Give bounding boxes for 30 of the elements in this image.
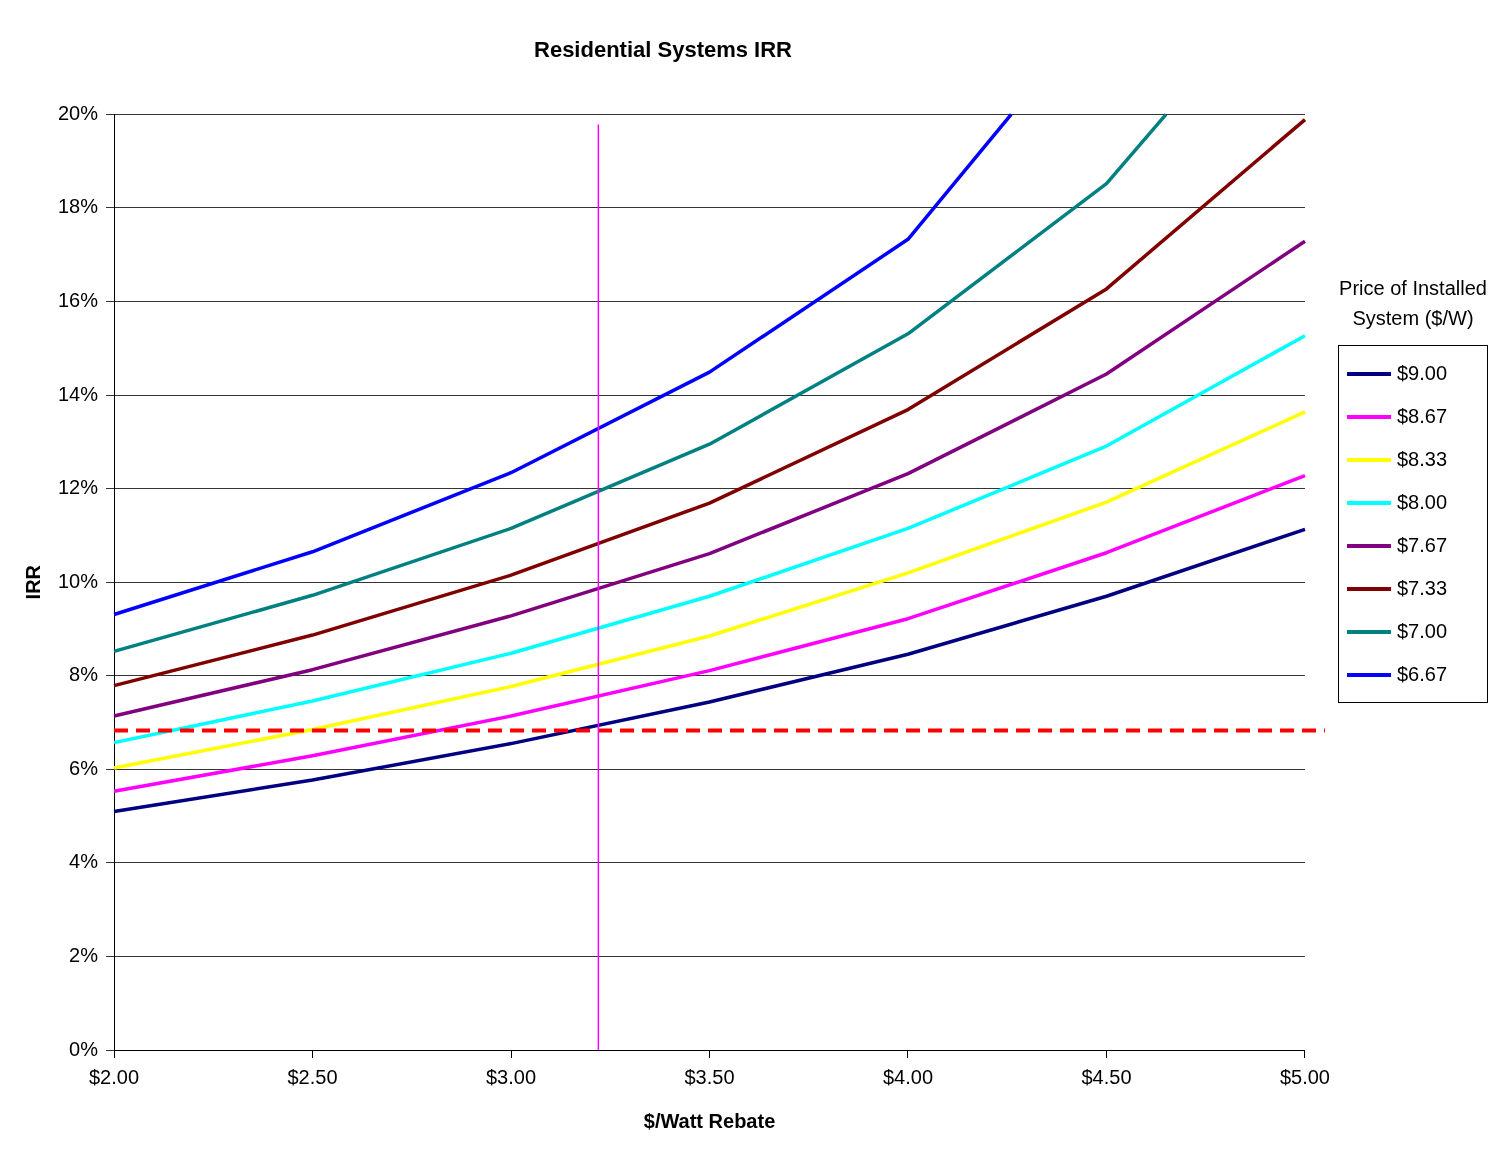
x-tick-label: $2.50 xyxy=(287,1065,338,1088)
x-tick-label: $2.00 xyxy=(89,1065,140,1088)
y-tick-label: 0% xyxy=(69,1037,99,1060)
y-tick-label: 4% xyxy=(69,850,99,873)
x-tick-label: $4.50 xyxy=(1081,1065,1132,1088)
x-tick-label: $4.00 xyxy=(882,1065,934,1088)
x-tick-label: $3.00 xyxy=(485,1065,537,1088)
y-tick-label: 16% xyxy=(58,289,99,312)
legend-label: $8.33 xyxy=(1397,448,1448,471)
x-tick-label: $3.50 xyxy=(684,1065,735,1088)
y-tick-label: 12% xyxy=(58,476,99,499)
legend-label: $7.00 xyxy=(1397,620,1448,643)
y-tick-label: 18% xyxy=(58,195,99,218)
y-tick-label: 20% xyxy=(58,101,99,124)
legend-label: $8.00 xyxy=(1397,491,1448,514)
legend-label: $7.67 xyxy=(1397,534,1448,557)
y-tick-label: 8% xyxy=(69,663,99,686)
y-axis-title: IRR xyxy=(21,564,44,600)
y-tick-label: 14% xyxy=(58,382,99,405)
legend-label: $6.67 xyxy=(1397,663,1448,686)
chart-title: Residential Systems IRR xyxy=(534,37,793,63)
y-tick-label: 2% xyxy=(69,943,99,966)
legend-title: Price of Installed System ($/W) xyxy=(1338,276,1488,331)
x-tick-label: $5.00 xyxy=(1279,1065,1331,1088)
legend-label: $9.00 xyxy=(1397,362,1448,385)
legend-label: $7.33 xyxy=(1397,577,1448,600)
legend-label: $8.67 xyxy=(1397,405,1448,428)
y-tick-label: 6% xyxy=(69,756,99,779)
y-tick-label: 10% xyxy=(58,569,99,592)
x-axis-title: $/Watt Rebate xyxy=(643,1109,776,1132)
